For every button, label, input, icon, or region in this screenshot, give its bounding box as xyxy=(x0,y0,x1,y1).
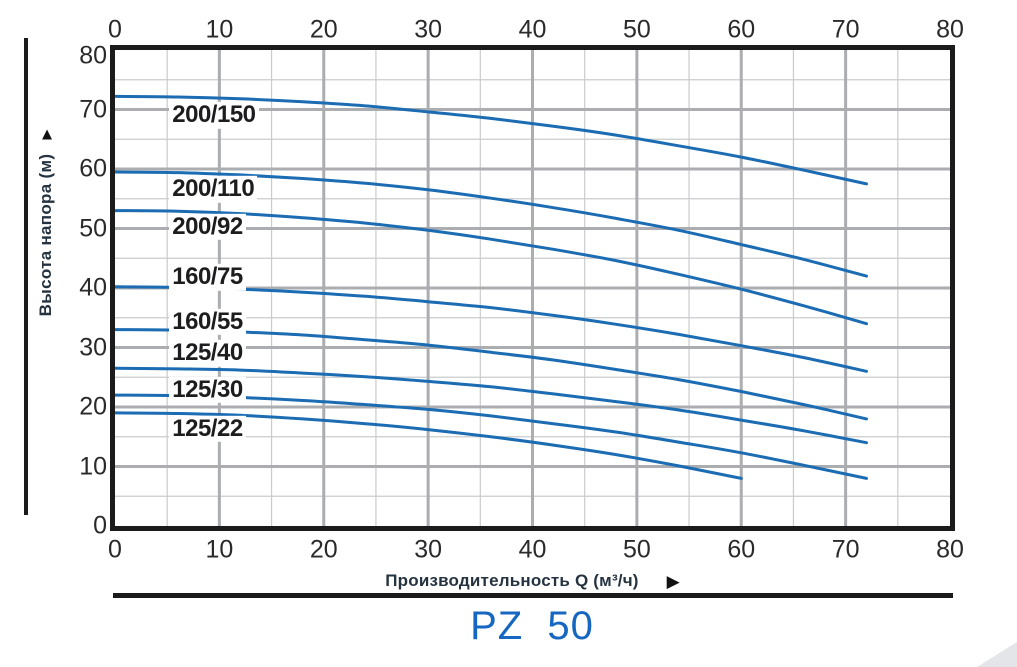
chart-title: PZ 50 xyxy=(470,604,594,648)
y-tick-30: 30 xyxy=(79,333,107,361)
y-tick-60: 60 xyxy=(79,154,107,183)
x-tick-top-70: 70 xyxy=(831,15,860,44)
x-tick-bottom-80: 80 xyxy=(936,535,964,564)
x-axis-title-row: Производительность Q (м³/ч) ▶ xyxy=(115,570,950,592)
curve-label-160-55: 160/55 xyxy=(169,308,246,336)
x-tick-top-60: 60 xyxy=(727,15,756,44)
x-tick-top-30: 30 xyxy=(414,15,443,44)
curve-label-125-30: 125/30 xyxy=(169,376,246,403)
x-tick-top-10: 10 xyxy=(205,15,234,44)
x-tick-bottom-60: 60 xyxy=(727,535,756,564)
pump-curve-125-22 xyxy=(115,411,743,480)
x-tick-bottom-0: 0 xyxy=(108,535,122,564)
curves-svg xyxy=(115,50,950,526)
pump-curve-200-150 xyxy=(115,94,868,186)
x-tick-top-20: 20 xyxy=(309,15,338,44)
x-tick-bottom-20: 20 xyxy=(309,535,338,564)
left-page-rule xyxy=(24,38,28,515)
x-tick-top-40: 40 xyxy=(518,15,547,44)
curve-label-200-92: 200/92 xyxy=(169,213,246,240)
y-tick-20: 20 xyxy=(79,392,107,421)
corner-decoration xyxy=(977,642,1017,667)
bottom-page-rule xyxy=(113,593,953,598)
y-tick-50: 50 xyxy=(79,214,107,242)
x-tick-bottom-70: 70 xyxy=(831,535,860,564)
curve-label-200-150: 200/150 xyxy=(169,101,259,129)
curve-label-160-75: 160/75 xyxy=(169,263,246,291)
x-axis-title: Производительность Q (м³/ч) xyxy=(385,571,639,590)
y-tick-0: 0 xyxy=(93,511,107,540)
pump-curve-200-110 xyxy=(115,170,868,278)
plot-area: 200/150 200/110 200/92 160/75 160/55 125/40 12… xyxy=(110,45,955,531)
x-tick-bottom-40: 40 xyxy=(518,535,547,564)
curve-label-125-40: 125/40 xyxy=(169,339,246,367)
y-tick-40: 40 xyxy=(79,273,107,302)
x-tick-top-50: 50 xyxy=(622,15,651,44)
x-tick-top-80: 80 xyxy=(936,15,964,44)
curve-label-200-110: 200/110 xyxy=(169,175,258,203)
y-tick-70: 70 xyxy=(79,95,107,123)
pump-curve-125-40 xyxy=(115,366,868,445)
x-tick-bottom-50: 50 xyxy=(622,535,651,564)
curve-label-125-22: 125/22 xyxy=(169,415,246,443)
x-tick-top-0: 0 xyxy=(108,15,122,44)
y-tick-80: 80 xyxy=(79,41,107,70)
y-axis-up-arrow-icon: ▲ xyxy=(38,124,56,144)
x-tick-bottom-10: 10 xyxy=(205,535,234,564)
x-axis-right-arrow-icon: ▶ xyxy=(666,571,680,591)
y-tick-10: 10 xyxy=(79,452,107,480)
x-tick-bottom-30: 30 xyxy=(414,535,443,564)
